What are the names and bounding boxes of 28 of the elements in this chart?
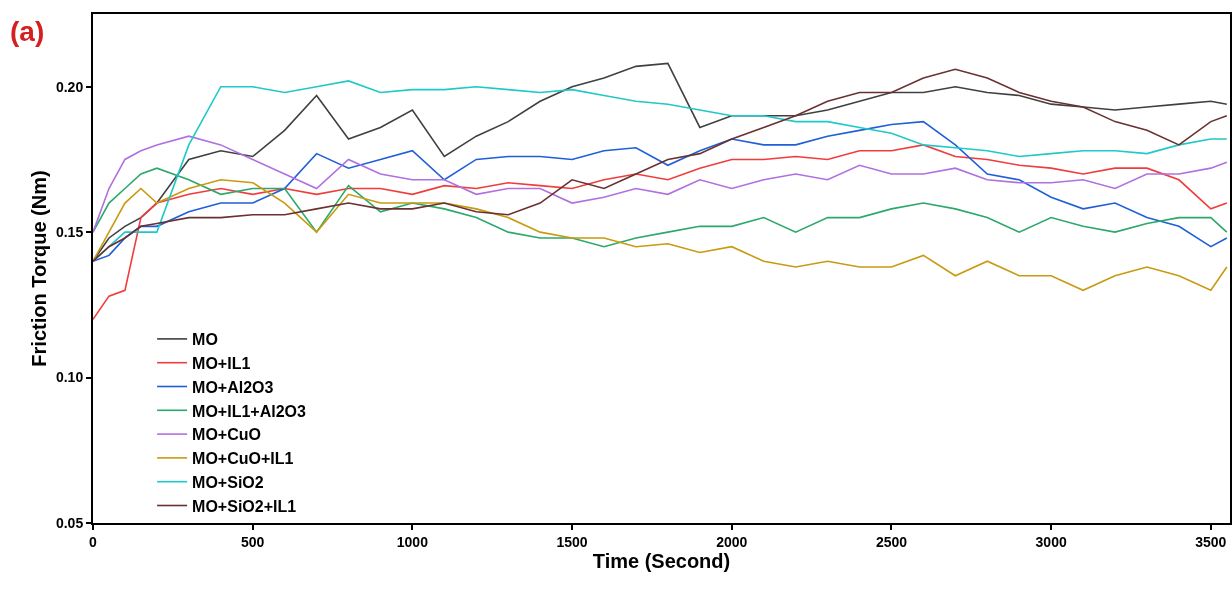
- legend-label: MO+SiO2+IL1: [192, 497, 297, 515]
- x-tick-label: 2500: [875, 533, 908, 550]
- x-tick-label: 1500: [556, 533, 588, 550]
- legend-label: MO+CuO+IL1: [192, 450, 294, 468]
- y-tick-label: 0.10: [55, 369, 84, 386]
- y-tick-label: 0.05: [55, 514, 84, 531]
- x-tick-label: 0: [89, 533, 98, 550]
- line-series: [93, 178, 1228, 292]
- line-series: [93, 144, 1228, 321]
- x-tick-label: 3000: [1035, 533, 1067, 550]
- x-axis-title: Time (Second): [592, 549, 731, 572]
- legend-label: MO+IL1: [192, 354, 251, 372]
- line-series: [93, 167, 1228, 248]
- x-tick-label: 3500: [1195, 533, 1227, 550]
- line-series: [93, 135, 1228, 233]
- x-tick-label: 2000: [716, 533, 748, 550]
- legend-label: MO+SiO2: [192, 473, 264, 491]
- y-tick-label: 0.20: [55, 78, 84, 95]
- legend-label: MO+Al2O3: [192, 378, 274, 396]
- legend-label: MO+CuO: [192, 426, 261, 444]
- text: (a): [10, 16, 45, 47]
- y-axis-title: Friction Torque (Nm): [27, 170, 50, 367]
- y-tick-label: 0.15: [55, 224, 84, 241]
- legend-label: MO+IL1+Al2O3: [192, 402, 307, 420]
- x-tick-label: 1000: [396, 533, 429, 550]
- x-tick-label: 500: [241, 533, 265, 550]
- line-series: [93, 120, 1228, 263]
- legend-label: MO: [192, 331, 218, 349]
